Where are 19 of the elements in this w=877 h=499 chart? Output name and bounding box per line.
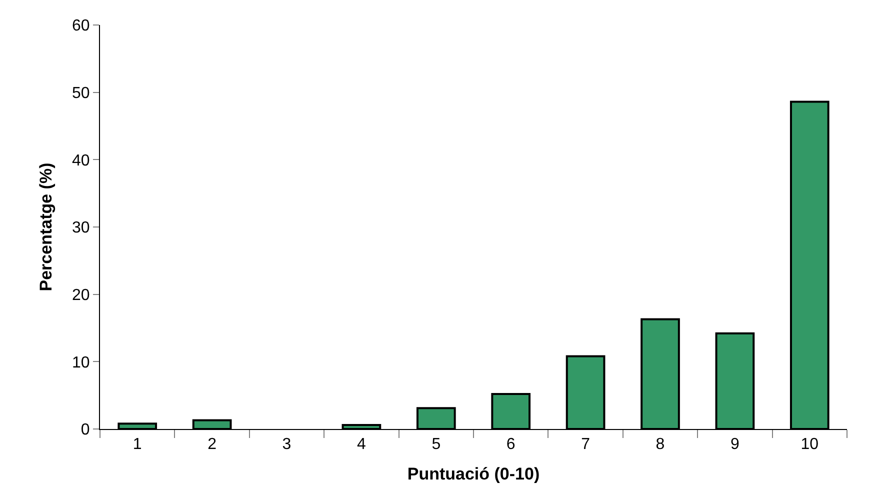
y-tick-label: 60	[72, 18, 90, 35]
x-tick-label: 4	[356, 436, 366, 454]
y-tick-label: 50	[72, 84, 90, 102]
y-axis-title: Percentatge (%)	[36, 162, 56, 292]
y-tick-label: 20	[72, 286, 90, 304]
x-tick-label: 6	[506, 436, 516, 454]
y-tick-label: 30	[72, 220, 90, 237]
x-tick-label: 8	[656, 436, 665, 454]
x-tick-label: 2	[208, 436, 217, 454]
x-tick-label: 7	[581, 436, 590, 454]
y-tick-label: 10	[72, 354, 90, 372]
x-tick-label: 3	[282, 436, 292, 454]
y-tick-label: 0	[80, 422, 90, 439]
y-tick-label: 40	[72, 152, 90, 170]
x-tick-label: 1	[132, 436, 142, 454]
x-axis-title: Puntuació (0-10)	[407, 464, 540, 484]
x-tick-label: 9	[730, 436, 740, 454]
x-tick-label: 5	[432, 436, 441, 454]
x-tick-label: 10	[800, 436, 819, 454]
